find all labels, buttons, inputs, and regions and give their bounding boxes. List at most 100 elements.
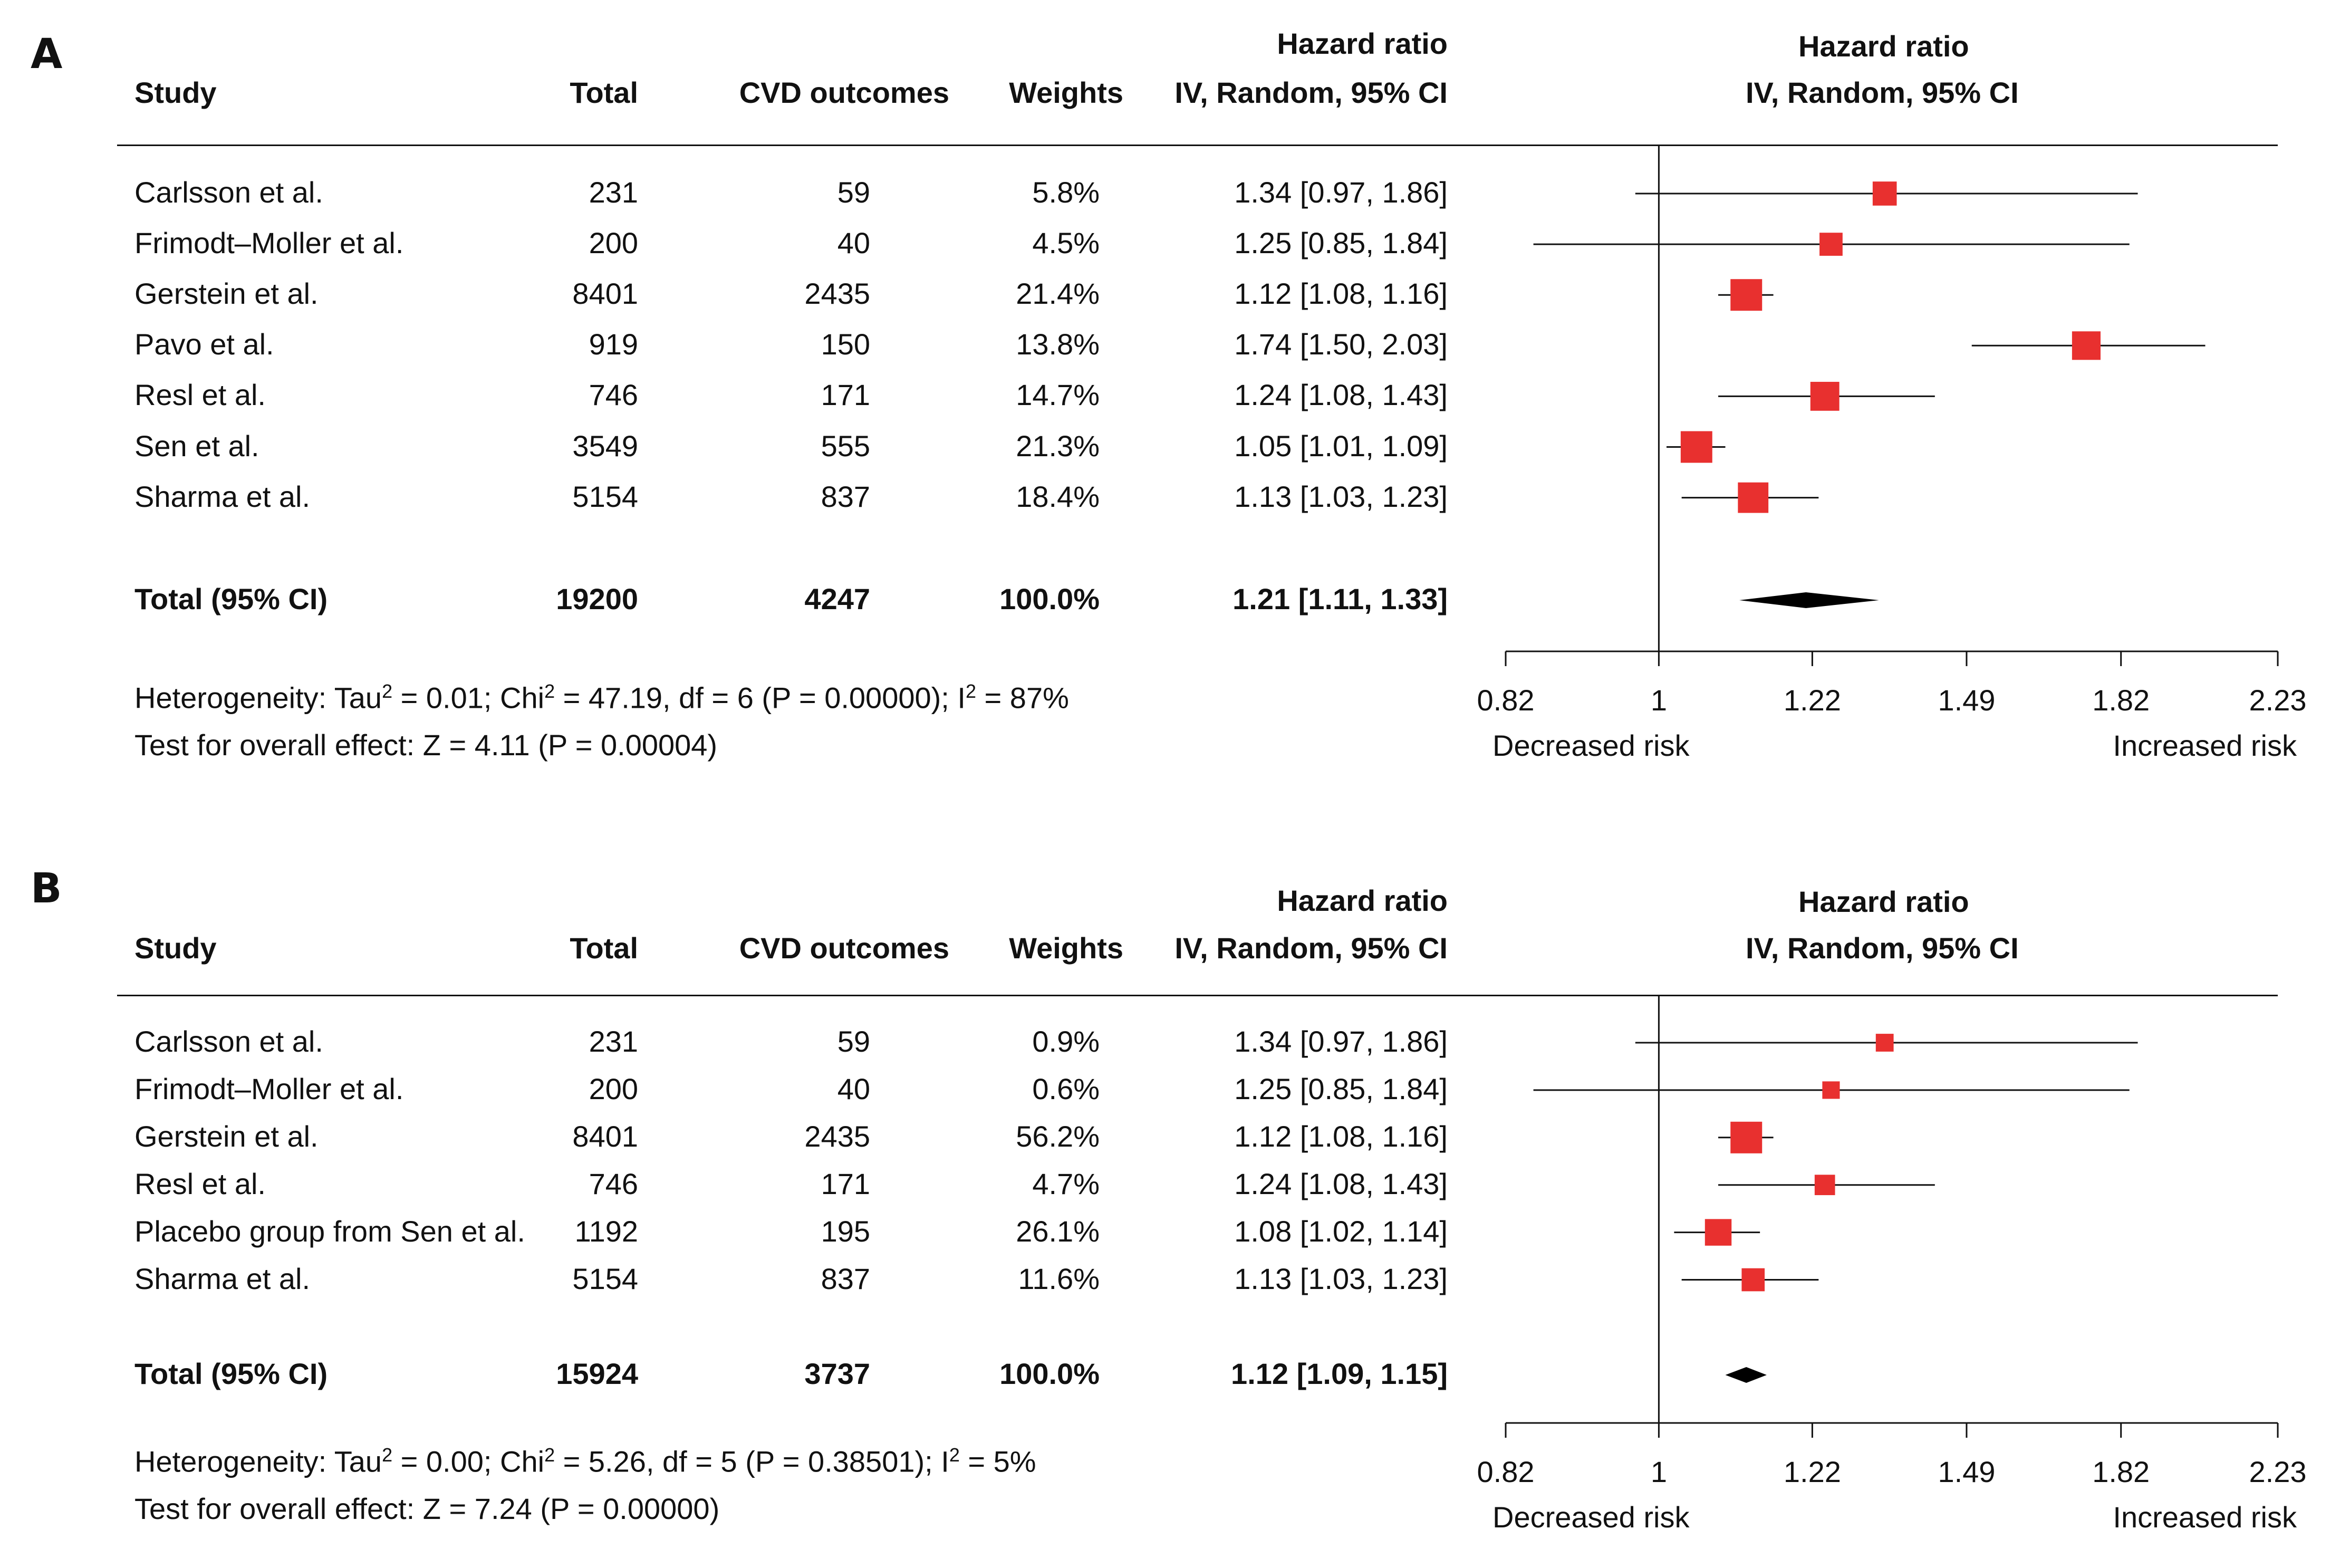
- increased-risk-label: Increased risk: [2113, 729, 2297, 762]
- row-study: Placebo group from Sen et al.: [134, 1214, 525, 1248]
- increased-risk-label: Increased risk: [2113, 1500, 2297, 1534]
- row-hr-ci: 1.34 [0.97, 1.86]: [1234, 176, 1448, 209]
- effect-box: [1872, 181, 1897, 206]
- column-header-hr-line2: IV, Random, 95% CI: [1174, 76, 1448, 109]
- row-total: 5154: [572, 479, 638, 513]
- forest-plot-b: 0.82 1 1.22 1.49 1.82 2.23 Decreased risk Incre…: [1477, 996, 2307, 1534]
- panel-a: A Study Total CVD outcomes Weights Hazar…: [31, 27, 2307, 763]
- panel-b: B Study Total CVD outcomes Weights Hazar…: [0, 854, 2340, 1568]
- effect-box: [1730, 279, 1763, 311]
- effect-box: [1875, 1034, 1894, 1052]
- column-header-study: Study: [134, 931, 217, 965]
- row-events: 2435: [804, 1119, 870, 1153]
- row-hr-ci: 1.13 [1.03, 1.23]: [1234, 479, 1448, 513]
- row-total: 3549: [572, 429, 638, 463]
- row-weight: 4.7%: [1032, 1167, 1100, 1200]
- row-weight: 21.3%: [1016, 429, 1100, 463]
- total-hr-ci: 1.21 [1.11, 1.33]: [1232, 582, 1448, 615]
- row-total: 200: [589, 1072, 638, 1105]
- forest-plot-a: 0.82 1 1.22 1.49 1.82 2.23 Decreased risk Incre…: [1477, 146, 2307, 762]
- row-hr-ci: 1.34 [0.97, 1.86]: [1234, 1025, 1448, 1058]
- overall-effect-text-b: Test for overall effect: Z = 7.24 (P = 0…: [134, 1492, 720, 1525]
- row-total: 231: [589, 176, 638, 209]
- row-total: 1192: [574, 1214, 638, 1248]
- decreased-risk-label: Decreased risk: [1492, 729, 1690, 762]
- total-weight: 100.0%: [999, 582, 1100, 615]
- row-weight: 11.6%: [1018, 1262, 1100, 1295]
- pooled-diamond: [1739, 592, 1879, 608]
- x-axis-tick-label: 1: [1651, 1455, 1667, 1488]
- row-weight: 0.6%: [1032, 1072, 1100, 1105]
- pooled-diamond: [1725, 1367, 1767, 1383]
- row-weight: 5.8%: [1032, 176, 1100, 209]
- row-total: 200: [589, 226, 638, 260]
- row-hr-ci: 1.05 [1.01, 1.09]: [1234, 429, 1448, 463]
- row-events: 171: [821, 378, 870, 412]
- row-total: 746: [589, 1167, 638, 1200]
- panel-label-b: B: [31, 865, 62, 912]
- row-hr-ci: 1.12 [1.08, 1.16]: [1234, 277, 1448, 311]
- column-header-weights: Weights: [1009, 931, 1123, 965]
- row-events: 195: [821, 1214, 870, 1248]
- row-events: 59: [837, 1025, 870, 1058]
- row-weight: 26.1%: [1016, 1214, 1100, 1248]
- x-axis-tick-label: 0.82: [1477, 1455, 1535, 1488]
- row-events: 59: [837, 176, 870, 209]
- effect-box: [1730, 1121, 1763, 1153]
- column-header-total: Total: [570, 76, 638, 109]
- plot-header-line1: Hazard ratio: [1798, 30, 1969, 63]
- row-events: 171: [821, 1167, 870, 1200]
- column-header-hr-line1: Hazard ratio: [1277, 27, 1448, 60]
- heterogeneity-text-b: Heterogeneity: Tau2 = 0.00; Chi2 = 5.26,…: [134, 1444, 1036, 1478]
- column-header-hr-line2: IV, Random, 95% CI: [1174, 931, 1448, 965]
- total-events: 4247: [804, 582, 870, 615]
- row-study: Pavo et al.: [134, 328, 274, 361]
- effect-box: [1741, 1268, 1765, 1292]
- plot-header-line2: IV, Random, 95% CI: [1746, 931, 2019, 965]
- x-axis-tick-label: 2.23: [2249, 684, 2307, 717]
- effect-box: [1738, 482, 1769, 513]
- effect-box: [1814, 1175, 1835, 1196]
- x-axis-tick-label: 1: [1651, 684, 1667, 717]
- row-weight: 21.4%: [1016, 277, 1100, 311]
- row-hr-ci: 1.24 [1.08, 1.43]: [1234, 378, 1448, 412]
- row-total: 8401: [572, 1119, 638, 1153]
- row-hr-ci: 1.25 [0.85, 1.84]: [1234, 1072, 1448, 1105]
- row-hr-ci: 1.13 [1.03, 1.23]: [1234, 1262, 1448, 1295]
- row-study: Carlsson et al.: [134, 176, 323, 209]
- row-study: Carlsson et al.: [134, 1025, 323, 1058]
- row-hr-ci: 1.24 [1.08, 1.43]: [1234, 1167, 1448, 1200]
- effect-box: [1810, 381, 1840, 411]
- effect-box: [1819, 233, 1843, 256]
- header-rule: [117, 995, 2278, 996]
- row-weight: 0.9%: [1032, 1025, 1100, 1058]
- row-study: Sharma et al.: [134, 479, 311, 513]
- row-events: 555: [821, 429, 870, 463]
- decreased-risk-label: Decreased risk: [1492, 1500, 1690, 1534]
- row-hr-ci: 1.25 [0.85, 1.84]: [1234, 226, 1448, 260]
- total-hr-ci: 1.12 [1.09, 1.15]: [1231, 1357, 1448, 1390]
- effect-box: [2072, 331, 2101, 360]
- x-axis-tick-label: 1.49: [1938, 684, 1995, 717]
- row-total: 5154: [572, 1262, 638, 1295]
- row-total: 919: [589, 328, 638, 361]
- row-events: 837: [821, 1262, 870, 1295]
- x-axis-tick-label: 1.82: [2092, 684, 2150, 717]
- row-study: Sen et al.: [134, 429, 259, 463]
- row-study: Sharma et al.: [134, 1262, 311, 1295]
- row-hr-ci: 1.74 [1.50, 2.03]: [1234, 328, 1448, 361]
- column-header-events: CVD outcomes: [739, 76, 949, 109]
- total-total: 15924: [556, 1357, 638, 1390]
- row-weight: 18.4%: [1016, 479, 1100, 513]
- row-events: 150: [821, 328, 870, 361]
- row-study: Resl et al.: [134, 1167, 266, 1200]
- effect-box: [1680, 431, 1712, 463]
- total-events: 3737: [804, 1357, 870, 1390]
- row-events: 40: [837, 226, 870, 260]
- x-axis-tick-label: 1.22: [1784, 684, 1841, 717]
- row-study: Gerstein et al.: [134, 1119, 319, 1153]
- row-events: 837: [821, 479, 870, 513]
- row-study: Frimodt–Moller et al.: [134, 1072, 404, 1105]
- column-header-hr-line1: Hazard ratio: [1277, 884, 1448, 917]
